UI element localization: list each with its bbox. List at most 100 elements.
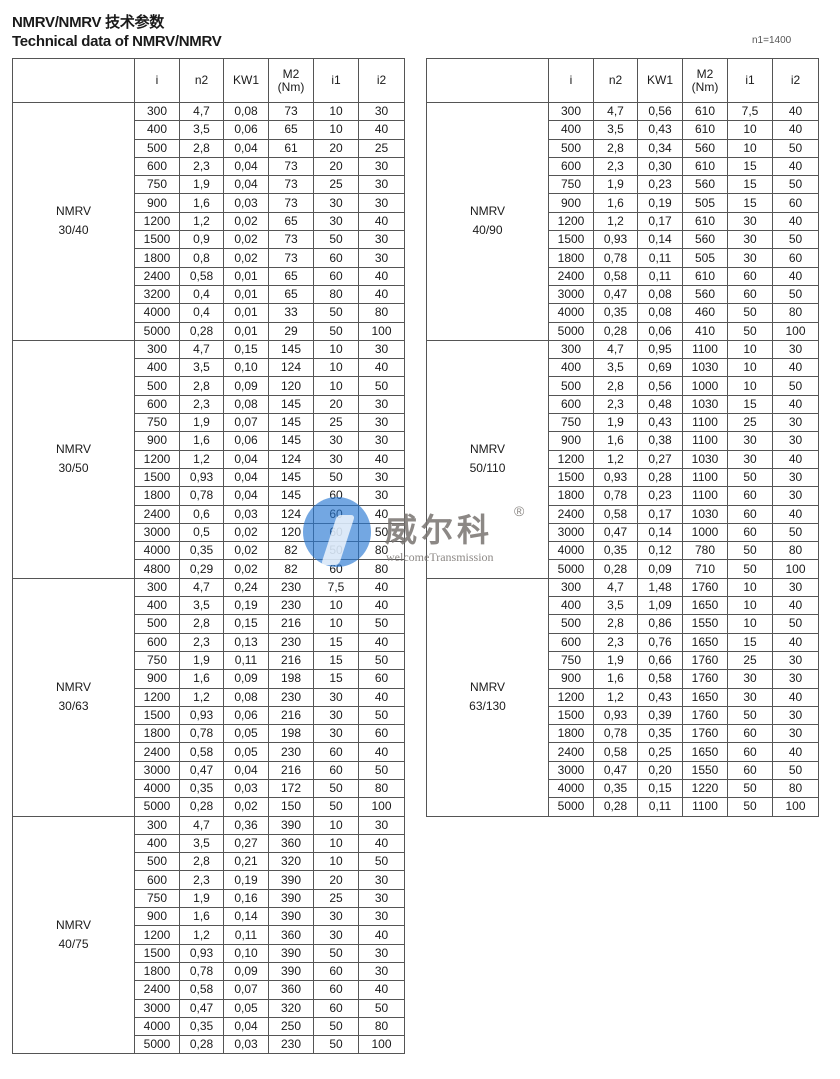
table-cell: 0,08: [223, 101, 269, 122]
table-cell: 0,93: [179, 705, 224, 726]
table-row: 4000 0,35 0,04 250 50 80: [13, 1016, 405, 1037]
table-cell: 5000: [548, 321, 594, 341]
table-cell: 60: [313, 980, 359, 1000]
table-cell: 4,7: [179, 815, 224, 835]
table-cell: 0,27: [637, 449, 683, 469]
table-cell: 3000: [134, 522, 180, 543]
column-header: i1: [313, 58, 359, 103]
table-cell: 3000: [548, 760, 594, 780]
table-row: 1500 0,93 0,10 390 50 30: [13, 943, 405, 963]
table-cell: 60: [313, 522, 359, 543]
table-row: 1200 1,2 0,11 360 30 40: [13, 925, 405, 945]
table-row: 750 1,9 0,07 145 25 30: [13, 413, 405, 433]
table-cell: 0,14: [637, 522, 683, 543]
table-cell: 1800: [134, 486, 180, 506]
table-cell: 40: [358, 358, 405, 378]
table-cell: 1,2: [179, 449, 224, 469]
table-cell: 30: [358, 486, 405, 506]
table-cell: 0,93: [179, 943, 224, 963]
table-cell: 145: [268, 431, 314, 451]
table-cell: 560: [682, 138, 728, 158]
table-cell: 60: [727, 504, 773, 524]
table-row: 1500 0,93 0,28 1100 50 30: [427, 467, 819, 488]
model-name: NMRV: [469, 204, 506, 219]
table-cell: 145: [268, 467, 314, 488]
table-cell: 50: [772, 522, 819, 543]
table-cell: 0,30: [637, 156, 683, 177]
table-cell: 400: [548, 596, 594, 616]
table-cell: 30: [727, 449, 773, 469]
table-row: 600 2,3 0,13 230 15 40: [13, 632, 405, 652]
table-cell: 20: [313, 870, 359, 890]
table-cell: 0,15: [223, 614, 269, 634]
table-cell: 0,58: [593, 504, 638, 524]
model-cell: NMRV 30/40: [12, 102, 135, 341]
table-cell: 25: [313, 175, 359, 195]
table-cell: 30: [313, 449, 359, 469]
table-cell: 0,04: [223, 467, 269, 488]
table-row: 4000 0,35 0,12 780 50 80: [427, 541, 819, 561]
table-cell: 0,17: [637, 211, 683, 232]
table-row: 400 3,5 1,09 1650 10 40: [427, 596, 819, 616]
table-cell: 0,19: [637, 193, 683, 213]
table-cell: 50: [313, 230, 359, 250]
table-cell: 0,58: [593, 266, 638, 286]
table-cell: 1100: [682, 413, 728, 433]
table-cell: 3,5: [593, 358, 638, 378]
table-cell: 2400: [548, 504, 594, 524]
table-cell: 30: [727, 211, 773, 232]
table-cell: 0,05: [223, 724, 269, 744]
column-header: i2: [772, 58, 819, 103]
table-cell: 40: [772, 632, 819, 652]
table-cell: 0,78: [179, 724, 224, 744]
table-cell: 0,69: [637, 358, 683, 378]
table-cell: 0,04: [223, 1016, 269, 1037]
table-cell: 40: [358, 284, 405, 305]
table-cell: 0,23: [637, 175, 683, 195]
table-cell: 61: [268, 138, 314, 158]
table-cell: 50: [313, 321, 359, 341]
table-cell: 0,58: [179, 266, 224, 286]
table-cell: 50: [772, 760, 819, 780]
table-cell: 0,04: [223, 175, 269, 195]
table-cell: 0,58: [179, 742, 224, 762]
table-cell: 100: [358, 321, 405, 341]
table-cell: 30: [358, 394, 405, 415]
table-cell: 300: [548, 101, 594, 122]
table-cell: 0,15: [223, 339, 269, 360]
table-cell: 60: [727, 742, 773, 762]
table-cell: 50: [772, 284, 819, 305]
table-cell: 0,9: [179, 230, 224, 250]
table-row: 1800 0,78 0,23 1100 60 30: [427, 486, 819, 506]
table-cell: 4,7: [179, 101, 224, 122]
table-cell: 0,10: [223, 358, 269, 378]
table-cell: 30: [313, 705, 359, 726]
table-cell: 15: [727, 175, 773, 195]
table-cell: 50: [313, 797, 359, 817]
table-cell: 10: [313, 358, 359, 378]
table-cell: 0,11: [637, 266, 683, 286]
table-cell: 60: [727, 760, 773, 780]
table-cell: 0,35: [179, 541, 224, 561]
table-cell: 0,76: [637, 632, 683, 652]
table-cell: 40: [772, 394, 819, 415]
table-cell: 50: [313, 778, 359, 799]
table-cell: 750: [548, 175, 594, 195]
column-header: n2: [179, 58, 224, 103]
table-cell: 0,4: [179, 284, 224, 305]
table-cell: 33: [268, 303, 314, 323]
table-row: NMRV 63/130 300 4,7 1,48 1760 10 30: [426, 577, 819, 817]
table-cell: 50: [358, 760, 405, 780]
table-cell: 15: [313, 669, 359, 689]
table-cell: 100: [772, 797, 819, 817]
table-cell: 2,8: [179, 852, 224, 872]
column-header: M2 (Nm): [682, 58, 728, 103]
table-cell: 900: [134, 193, 180, 213]
table-cell: 3,5: [179, 120, 224, 140]
table-cell: 25: [358, 138, 405, 158]
table-cell: 50: [727, 467, 773, 488]
table-cell: 0,01: [223, 303, 269, 323]
table-cell: 0,09: [223, 376, 269, 396]
table-cell: 1030: [682, 504, 728, 524]
table-row: NMRV 50/110 300 4,7 0,95 1100 10 30: [426, 339, 819, 579]
